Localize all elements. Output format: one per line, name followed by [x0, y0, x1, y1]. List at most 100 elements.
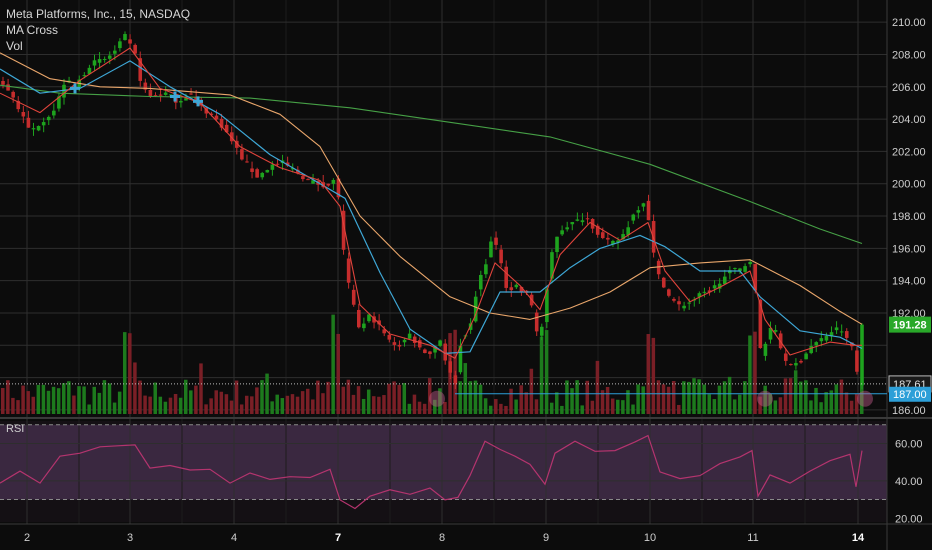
volume-bar [656, 380, 661, 414]
volume-bar [671, 380, 676, 414]
volume-bar [72, 395, 76, 414]
candle-body [458, 345, 463, 373]
candle-body [412, 336, 417, 343]
candle-body [595, 225, 600, 235]
volume-bar [427, 378, 432, 414]
volume-bar [793, 370, 798, 414]
volume-bar [97, 392, 102, 414]
volume-bar [331, 314, 335, 414]
candle-body [733, 267, 737, 269]
volume-bar [819, 402, 823, 414]
volume-bar [631, 404, 635, 414]
volume-bar [768, 394, 773, 414]
volume-bar [321, 393, 325, 414]
candle-body [341, 210, 346, 250]
candle-body [1, 81, 5, 85]
candle-body [260, 172, 265, 178]
candle-body [697, 293, 702, 297]
volume-bar [372, 396, 376, 414]
volume-bar [778, 397, 783, 414]
candle-body [97, 59, 102, 63]
date-tick-label: 10 [644, 532, 656, 544]
candle-body [270, 164, 275, 170]
candle-body [672, 298, 676, 301]
candle-body [250, 168, 254, 172]
date-tick-label: 11 [747, 532, 758, 544]
candle-body [296, 169, 300, 174]
candle-body [163, 92, 168, 95]
candle-body [331, 179, 336, 184]
volume-bar [138, 380, 142, 414]
volume-bar [417, 401, 422, 414]
alert-marker-icon [757, 390, 773, 407]
date-tick-label: 7 [335, 532, 341, 544]
candle-body [57, 96, 61, 109]
volume-bar [387, 383, 391, 414]
volume-bar [412, 394, 417, 414]
volume-bar [244, 395, 249, 414]
volume-bar [534, 399, 539, 414]
price-tick-label: 200.00 [892, 179, 926, 191]
candle-body [184, 98, 188, 101]
volume-bar [682, 381, 686, 414]
volume-bar [646, 334, 651, 414]
volume-bar [849, 400, 854, 414]
candle-body [773, 330, 778, 332]
volume-bar [438, 388, 442, 414]
price-axis: 210.00 208.00 206.00 204.00 202.00 200.00 198.… [892, 17, 926, 417]
volume-bar [224, 394, 229, 414]
volume-bar [275, 394, 279, 414]
volume-bar [163, 401, 168, 414]
volume-bar [804, 380, 808, 414]
volume-bar [204, 404, 208, 414]
study-ma-cross[interactable]: MA Cross [6, 23, 59, 37]
rsi-tick-label: 40.00 [895, 476, 923, 488]
volume-bar [189, 390, 193, 414]
volume-bar [361, 398, 366, 414]
volume-bar [250, 396, 254, 414]
candle-body [575, 219, 580, 221]
symbol-title[interactable]: Meta Platforms, Inc., 15, NASDAQ [6, 7, 191, 21]
volume-bar [580, 405, 584, 414]
candle-body [62, 84, 66, 98]
volume-bar [51, 386, 56, 414]
candle-body [397, 344, 402, 347]
volume-bar [443, 401, 447, 414]
volume-bar [168, 397, 173, 414]
study-volume[interactable]: Vol [6, 39, 23, 53]
candle-body [453, 375, 458, 384]
candle-body [478, 274, 483, 290]
volume-bar [692, 378, 696, 414]
candle-body [768, 327, 773, 340]
volume-bar [356, 386, 361, 414]
volume-bar [305, 388, 310, 414]
volume-bar [783, 378, 788, 414]
candle-body [16, 100, 21, 110]
volume-bar [407, 403, 412, 414]
volume-bar [509, 388, 513, 414]
candle-body [661, 277, 666, 288]
ma-cross-marker [70, 83, 80, 94]
candle-body [799, 360, 803, 363]
volume-bar [178, 397, 183, 414]
ma-mid-line [0, 60, 863, 354]
volume-bar [555, 392, 559, 414]
candle-body [168, 94, 173, 96]
candle-body [519, 286, 524, 292]
rsi-label[interactable]: RSI [6, 423, 25, 435]
candle-body [433, 346, 437, 353]
volume-bar [626, 390, 630, 414]
candle-body [301, 176, 305, 180]
candle-body [611, 240, 615, 245]
candle-body [504, 266, 509, 288]
volume-bar [402, 383, 407, 414]
volume-bar [351, 394, 356, 414]
candle-body [499, 249, 503, 264]
candle-body [722, 276, 727, 285]
candle-body [143, 82, 148, 90]
volume-bar [290, 394, 295, 414]
candle-body [46, 116, 51, 121]
candle-body [646, 200, 651, 221]
candle-body [102, 59, 107, 61]
